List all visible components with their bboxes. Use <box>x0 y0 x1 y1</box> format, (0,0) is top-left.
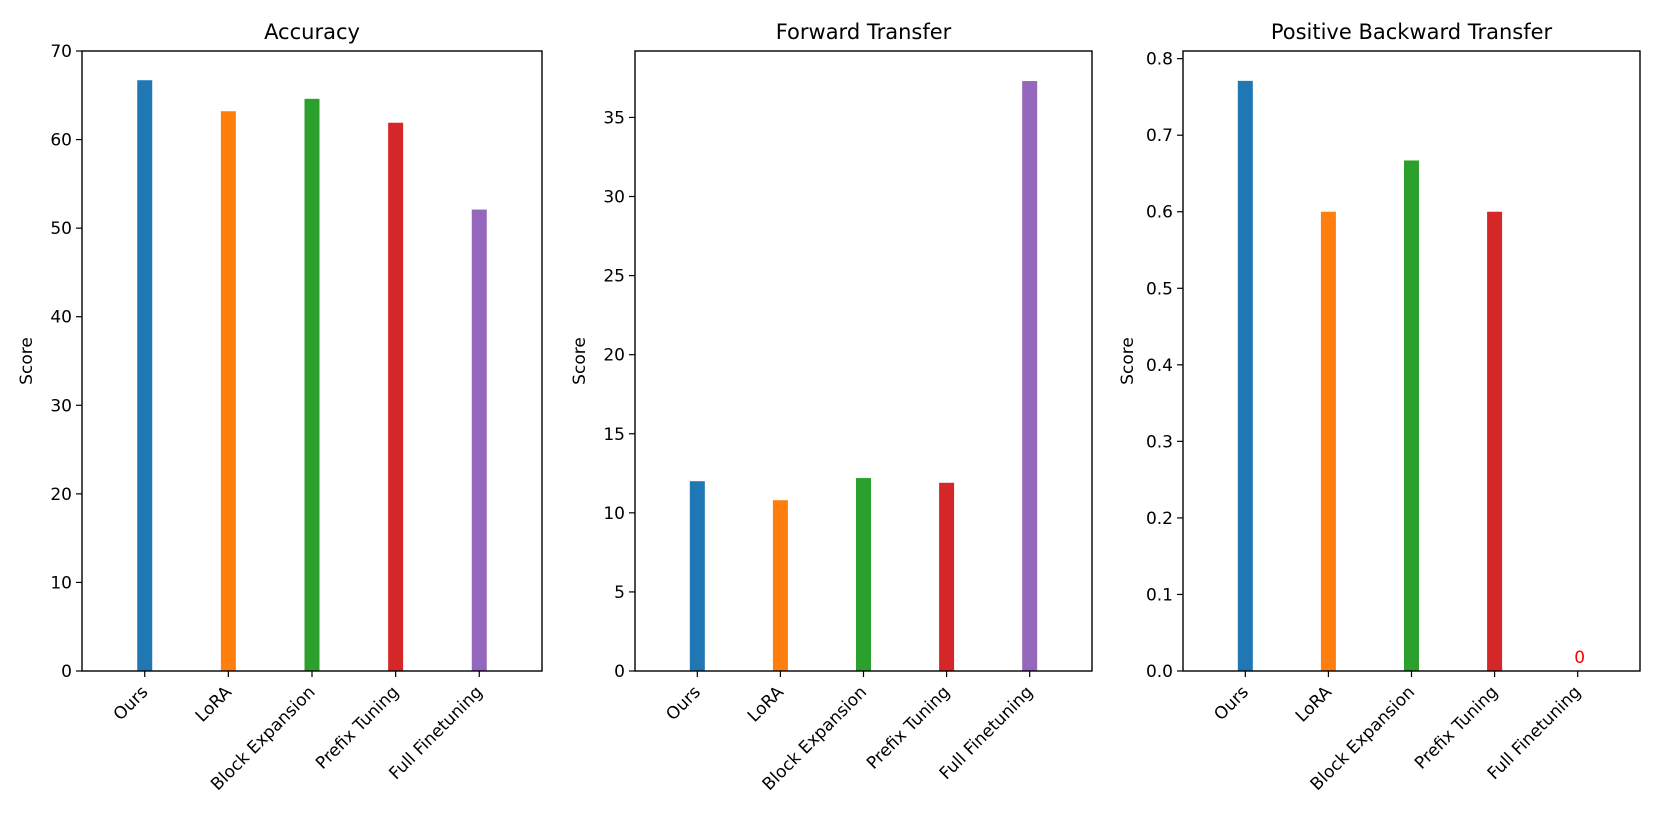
y-tick-label: 0.5 <box>1146 279 1173 299</box>
bar <box>772 500 788 671</box>
y-tick-label: 5 <box>614 583 625 603</box>
bar <box>856 478 871 671</box>
y-tick-label: 30 <box>603 188 625 208</box>
bar <box>689 481 705 671</box>
y-tick-label: 60 <box>50 131 72 151</box>
y-tick-label: 0.4 <box>1146 356 1173 376</box>
y-tick-label: 0.0 <box>1146 662 1173 682</box>
bar <box>220 111 236 671</box>
y-tick-label: 0.2 <box>1146 509 1173 529</box>
chart-title: Positive Backward Transfer <box>1271 20 1553 44</box>
y-tick-label: 0.3 <box>1146 432 1173 452</box>
y-tick-label: 35 <box>603 108 625 128</box>
y-tick-label: 0.7 <box>1146 126 1173 146</box>
y-tick-label: 10 <box>603 504 625 524</box>
bar <box>1320 211 1336 672</box>
y-tick-label: 10 <box>50 573 72 593</box>
chart-title: Forward Transfer <box>776 20 952 44</box>
bar <box>1487 211 1503 672</box>
bar <box>471 209 487 672</box>
y-tick-label: 70 <box>50 42 72 62</box>
bar <box>1404 160 1419 671</box>
bar <box>304 98 320 672</box>
y-axis-label: Score <box>570 337 590 385</box>
y-tick-label: 25 <box>603 267 625 287</box>
y-tick-label: 0.1 <box>1146 585 1173 605</box>
y-tick-label: 0 <box>614 662 625 682</box>
y-axis-label: Score <box>17 337 37 385</box>
data-label: 0 <box>1574 648 1585 668</box>
bar <box>1237 80 1253 671</box>
chart-title: Accuracy <box>264 20 360 44</box>
y-tick-label: 0.6 <box>1146 203 1173 223</box>
y-tick-label: 15 <box>603 425 625 445</box>
y-tick-label: 50 <box>50 219 72 239</box>
bar <box>137 80 153 671</box>
y-axis-label: Score <box>1118 337 1138 385</box>
y-tick-label: 40 <box>50 308 72 328</box>
y-tick-label: 20 <box>50 485 72 505</box>
y-tick-label: 0.8 <box>1146 50 1173 70</box>
y-tick-label: 30 <box>50 396 72 416</box>
bar <box>388 122 404 671</box>
bar <box>939 482 955 671</box>
y-tick-label: 20 <box>603 346 625 366</box>
bar <box>1022 81 1038 671</box>
y-tick-label: 0 <box>61 662 72 682</box>
